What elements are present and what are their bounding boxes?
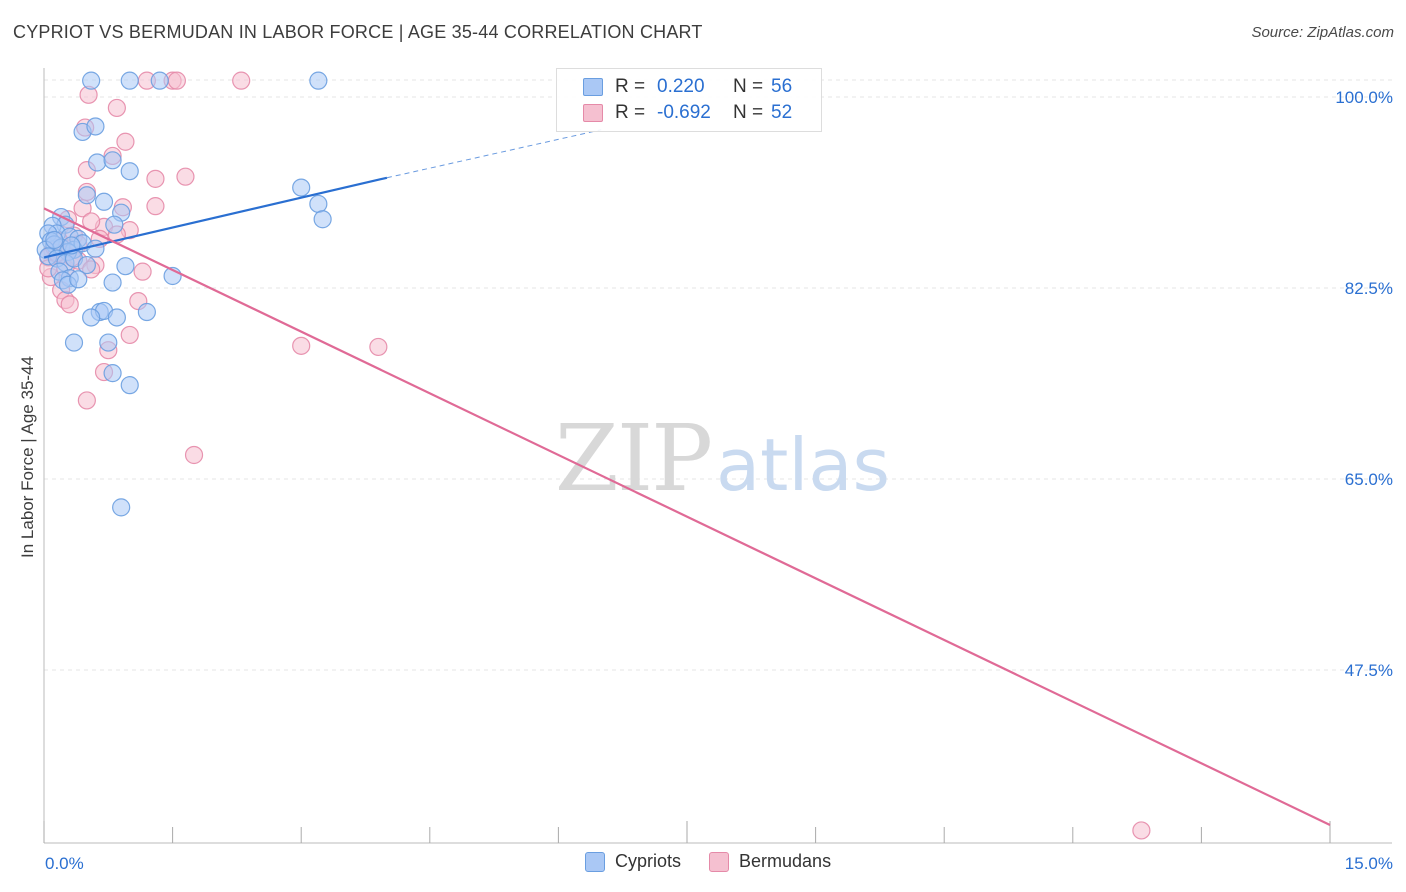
y-tick-label: 47.5% [1345, 661, 1393, 680]
tick-labels: 100.0% 82.5% 65.0% 47.5% 0.0% 15.0% [45, 88, 1393, 873]
axes [43, 68, 1392, 844]
cypriots-swatch [583, 78, 603, 96]
y-tick-label: 65.0% [1345, 470, 1393, 489]
bermudans-point [107, 98, 126, 118]
y-tick-label: 100.0% [1335, 88, 1393, 107]
bermudans-point [232, 71, 251, 90]
cypriots-point [309, 71, 328, 90]
cypriots-point [45, 230, 64, 250]
cypriots-point [105, 215, 124, 234]
bermudans-point [77, 391, 96, 410]
bermudans-legend-swatch [709, 851, 730, 872]
cypriots-point [86, 239, 105, 258]
cypriots-point [82, 308, 101, 327]
bermudans-point [369, 337, 388, 357]
cypriots-point [69, 270, 88, 289]
bermudans-point [292, 336, 311, 355]
bermudans-legend-label: Bermudans [739, 851, 832, 871]
source-label: Source: ZipAtlas.com [1251, 24, 1394, 41]
bermudans-point [116, 132, 135, 151]
cypriots-point [88, 153, 107, 172]
cypriots-point [86, 117, 105, 136]
x-tick-label: 15.0% [1345, 854, 1393, 873]
cypriots-trend-extension [386, 129, 602, 179]
cypriots-point [137, 302, 156, 322]
r-label: R = [615, 76, 646, 97]
legend-item-cypriots: Cypriots [585, 851, 681, 872]
n-value-cypriots: 56 [771, 76, 793, 97]
grid-lines [44, 79, 1392, 671]
cypriots-point [77, 186, 96, 205]
trend-lines [43, 129, 1331, 826]
cypriots-point [150, 71, 169, 90]
bermudans-point [146, 169, 165, 188]
cypriots-point [107, 308, 126, 327]
bermudans-point [167, 71, 186, 90]
cypriots-point [116, 257, 135, 276]
cypriots-point [94, 192, 114, 211]
cypriots-point [309, 194, 328, 214]
n-label: N = [733, 76, 764, 97]
cypriots-point [77, 255, 96, 275]
cypriots-point [64, 333, 84, 352]
r-value-cypriots: 0.220 [657, 76, 705, 97]
n-value-bermudans: 52 [771, 102, 793, 123]
bermudans-point [176, 167, 195, 186]
cypriots-point [99, 333, 118, 352]
legend-row-bermudans: R = -0.692 N = 52 [557, 101, 792, 125]
cypriots-point [112, 498, 131, 517]
series-legend: Cypriots Bermudans [585, 851, 859, 872]
r-value-bermudans: -0.692 [657, 102, 711, 123]
cypriots-point [120, 376, 139, 395]
bermudans-trend-line [43, 207, 1331, 826]
cypriots-points [36, 71, 332, 517]
bermudans-point [120, 325, 139, 345]
bermudans-point [184, 445, 204, 465]
legend-item-bermudans: Bermudans [709, 851, 831, 872]
legend-row-cypriots: R = 0.220 N = 56 [557, 75, 792, 99]
watermark-atlas: atlas [716, 423, 890, 507]
bermudans-point [133, 262, 152, 281]
cypriots-point [82, 71, 101, 90]
cypriots-point [103, 151, 122, 170]
watermark-zip: ZIP [555, 405, 711, 512]
chart-title: CYPRIOT VS BERMUDAN IN LABOR FORCE | AGE… [13, 22, 703, 42]
correlation-legend: R = 0.220 N = 56 R = -0.692 N = 52 [556, 68, 822, 132]
bermudans-point [146, 197, 165, 216]
cypriots-legend-swatch [585, 851, 605, 872]
cypriots-point [103, 364, 122, 383]
bermudans-swatch [583, 104, 603, 122]
cypriots-point [120, 71, 139, 90]
r-label: R = [615, 102, 646, 123]
n-label: N = [733, 102, 764, 123]
bermudans-point [1132, 821, 1151, 840]
x-tick-label: 0.0% [45, 854, 84, 873]
cypriots-trend-line [43, 176, 388, 259]
cypriots-point [292, 178, 311, 197]
y-tick-label: 82.5% [1345, 279, 1393, 298]
cypriots-point [103, 273, 122, 292]
bermudans-point [60, 295, 79, 314]
cypriots-legend-label: Cypriots [615, 851, 682, 871]
cypriots-point [120, 162, 139, 181]
cypriots-point [313, 210, 332, 229]
